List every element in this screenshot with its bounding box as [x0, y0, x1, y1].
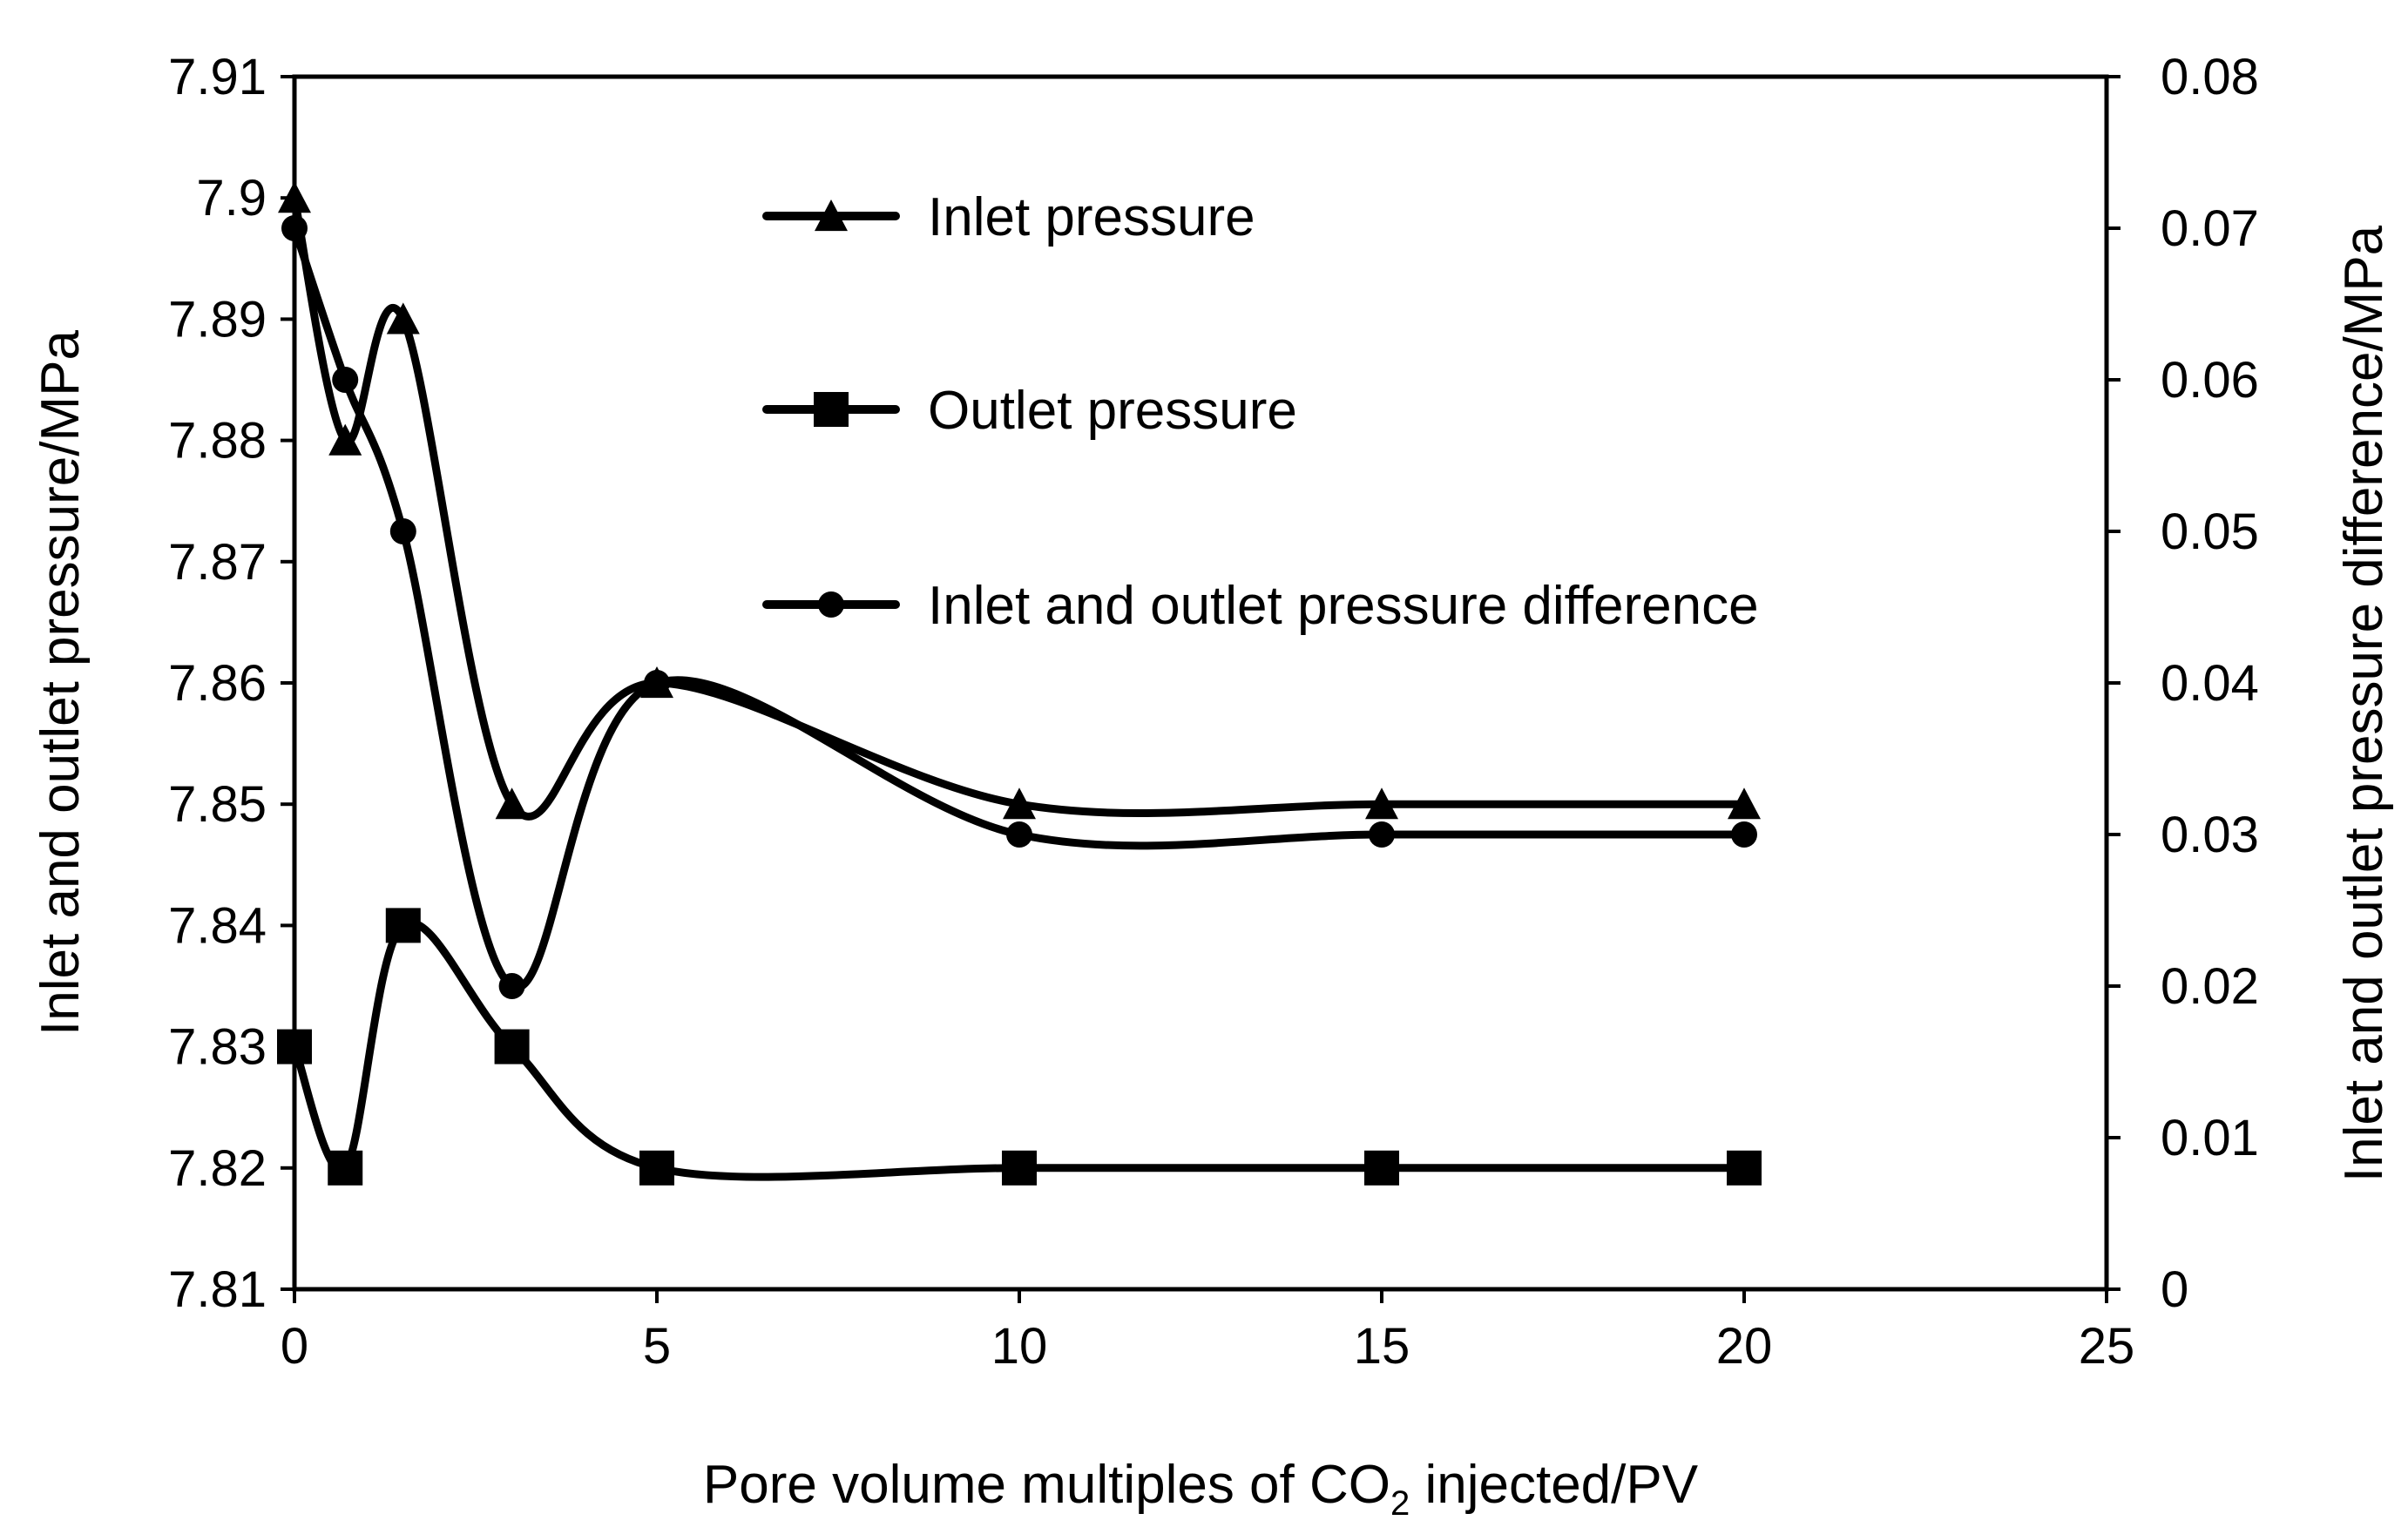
legend-label: Inlet and outlet pressure difference	[928, 576, 1759, 636]
outlet-pressure-point	[1002, 1150, 1037, 1186]
y-right-axis-ticks: 0 0.01 0.02 0.03 0.04 0.05 0.06 0.07 0.08	[2107, 49, 2259, 1318]
legend-item-pressure-difference: Inlet and outlet pressure difference	[762, 576, 1759, 636]
y-right-tick-label: 0.01	[2161, 1110, 2259, 1166]
y-right-axis-title: Inlet and outlet pressure difference/MPa	[2334, 225, 2394, 1182]
outlet-pressure-point	[1364, 1150, 1399, 1186]
pressure-difference-point	[1731, 821, 1757, 848]
outlet-pressure-point	[385, 908, 421, 943]
y-right-tick-label: 0.05	[2161, 503, 2259, 560]
plot-area	[292, 74, 2109, 1292]
y-right-tick-label: 0.04	[2161, 655, 2259, 712]
y-left-tick-label: 7.82	[168, 1140, 267, 1197]
x-axis-ticks: 0 5 10 15 20 25	[281, 1289, 2134, 1375]
y-left-tick-label: 7.84	[168, 897, 267, 954]
y-right-tick-label: 0.02	[2161, 958, 2259, 1015]
pressure-difference-point	[498, 973, 525, 999]
inlet-pressure-point	[495, 787, 529, 820]
legend-label: Outlet pressure	[928, 381, 1297, 441]
legend-swatch-marker	[818, 591, 844, 618]
outlet-pressure-series	[277, 908, 1762, 1186]
pressure-difference-point	[1006, 821, 1032, 848]
legend-swatch-marker	[814, 392, 849, 427]
y-right-tick-label: 0	[2161, 1261, 2188, 1318]
legend: Inlet pressure Outlet pressure Inlet and o…	[762, 187, 1759, 636]
pressure-difference-point	[644, 670, 670, 696]
pressure-difference-point	[332, 367, 359, 393]
y-right-tick-label: 0.07	[2161, 200, 2259, 257]
pressure-difference-point	[389, 518, 416, 544]
y-left-tick-label: 7.87	[168, 534, 267, 591]
y-left-tick-label: 7.91	[168, 49, 267, 105]
x-axis-title-subscript: 2	[1390, 1484, 1410, 1523]
y-left-axis-ticks: 7.81 7.82 7.83 7.84 7.85 7.86 7.87 7.88 7.89 7.9 7…	[168, 49, 294, 1318]
y-left-tick-label: 7.85	[168, 776, 267, 833]
pressure-difference-point	[1369, 821, 1395, 848]
y-left-tick-label: 7.9	[196, 170, 267, 226]
x-tick-label: 10	[991, 1318, 1048, 1375]
pressure-difference-line	[290, 224, 1749, 992]
y-left-tick-label: 7.88	[168, 413, 267, 470]
inlet-pressure-point	[1003, 787, 1036, 820]
x-axis-title-suffix: injected/PV	[1410, 1455, 1699, 1515]
y-right-tick-label: 0.08	[2161, 49, 2259, 105]
series-layer	[277, 181, 1762, 1186]
legend-item-inlet-pressure: Inlet pressure	[762, 187, 1255, 247]
y-right-tick-label: 0.06	[2161, 352, 2259, 409]
inlet-pressure-point	[328, 423, 362, 456]
y-left-tick-label: 7.86	[168, 655, 267, 712]
outlet-pressure-point	[277, 1029, 312, 1064]
legend-item-outlet-pressure: Outlet pressure	[762, 381, 1297, 441]
inlet-pressure-point	[1365, 787, 1398, 820]
x-axis-title-main: Pore volume multiples of CO	[703, 1455, 1390, 1515]
y-left-tick-label: 7.89	[168, 291, 267, 348]
x-tick-label: 15	[1354, 1318, 1410, 1375]
y-right-tick-label: 0.03	[2161, 807, 2259, 863]
inlet-pressure-point	[386, 302, 420, 335]
x-tick-label: 5	[643, 1318, 671, 1375]
legend-swatch-marker	[815, 199, 848, 232]
y-left-tick-label: 7.81	[168, 1261, 267, 1318]
pressure-difference-point	[281, 215, 308, 241]
inlet-pressure-point	[1728, 787, 1761, 820]
outlet-pressure-point	[328, 1150, 363, 1186]
x-tick-label: 0	[281, 1318, 308, 1375]
pressure-difference-series	[281, 215, 1757, 999]
y-left-tick-label: 7.83	[168, 1019, 267, 1076]
inlet-pressure-point	[278, 181, 311, 213]
x-tick-label: 20	[1716, 1318, 1773, 1375]
outlet-pressure-point	[494, 1029, 530, 1064]
y-left-axis-title: Inlet and outlet pressure/MPa	[30, 330, 91, 1036]
outlet-pressure-point	[1727, 1150, 1762, 1186]
x-axis-title: Pore volume multiples of CO2 injected/PV	[703, 1455, 1699, 1523]
x-tick-label: 25	[2079, 1318, 2135, 1375]
outlet-pressure-point	[639, 1150, 674, 1186]
legend-label: Inlet pressure	[928, 187, 1255, 247]
